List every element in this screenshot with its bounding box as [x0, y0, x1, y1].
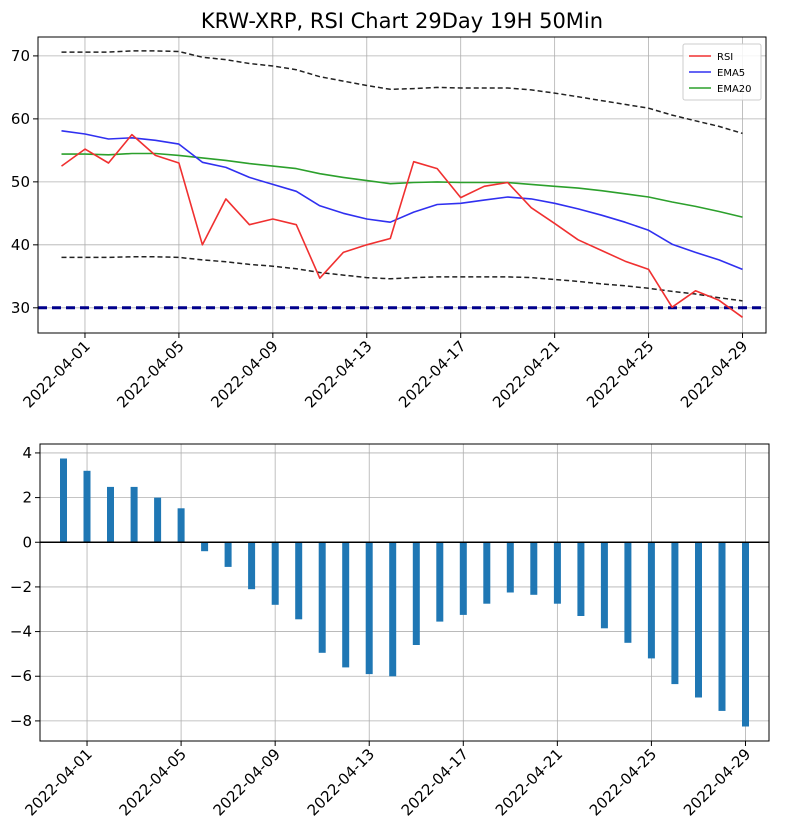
x-tick-label: 2022-04-09: [210, 745, 284, 819]
x-tick-label: 2022-04-13: [304, 745, 378, 819]
upper-band-line: [61, 50, 743, 135]
bar: [130, 486, 138, 543]
bar: [365, 542, 373, 675]
y-tick-label: 70: [11, 47, 30, 65]
x-tick-label: 2022-04-01: [19, 337, 93, 411]
bar: [271, 542, 279, 605]
bar: [506, 542, 514, 593]
bar: [83, 470, 91, 543]
x-tick-label: 2022-04-29: [680, 745, 754, 819]
x-tick-label: 2022-04-05: [113, 337, 187, 411]
bar: [154, 497, 162, 543]
bar: [553, 542, 561, 604]
diff-panel: 2022-04-01 2022-04-05 2022-04-09 2022-04-13…: [10, 443, 770, 819]
rsi-panel: 2022-04-01 2022-04-05 2022-04-09 2022-04-13…: [11, 36, 767, 411]
x-tick-label: 2022-04-17: [398, 745, 472, 819]
bar: [412, 542, 420, 645]
y-tick-label: −2: [10, 578, 32, 596]
bar: [224, 542, 232, 567]
y-tick-label: 4: [22, 444, 32, 462]
bar: [695, 542, 702, 698]
bottom-frame: [39, 443, 770, 742]
bar: [624, 542, 632, 643]
bar: [647, 542, 655, 659]
x-tick-label: 2022-04-29: [677, 337, 751, 411]
bar: [295, 542, 303, 620]
lower-band-line: [61, 256, 743, 302]
y-tick-label: 60: [11, 110, 30, 128]
legend-label-ema5: EMA5: [717, 68, 745, 79]
bar: [600, 542, 608, 629]
y-tick-label: 40: [11, 236, 30, 254]
bar: [530, 542, 538, 595]
y-tick-label: 30: [11, 299, 30, 317]
bar: [201, 542, 209, 552]
y-tick-label: −4: [10, 623, 32, 641]
series-line-ema20: [61, 152, 743, 218]
y-tick-label: 2: [22, 489, 32, 507]
y-tick-label: −8: [10, 712, 32, 730]
x-tick-label: 2022-04-25: [586, 745, 660, 819]
bar: [107, 486, 114, 543]
x-tick-label: 2022-04-13: [301, 337, 375, 411]
bar: [577, 542, 585, 616]
chart-title: KRW-XRP, RSI Chart 29Day 19H 50Min: [201, 9, 603, 33]
legend-label-rsi: RSI: [717, 52, 733, 63]
y-tick-label: 50: [11, 173, 30, 191]
x-tick-label: 2022-04-09: [207, 337, 281, 411]
top-frame: [37, 36, 767, 334]
y-tick-label: −6: [10, 667, 32, 685]
bar: [318, 542, 326, 653]
bar: [671, 542, 679, 685]
bottom-grid: [40, 444, 769, 741]
y-tick-label: 0: [22, 533, 32, 551]
bar: [436, 542, 444, 622]
x-tick-label: 2022-04-17: [395, 337, 469, 411]
bar: [177, 508, 185, 543]
legend-box: [682, 43, 762, 101]
x-tick-label: 2022-04-25: [583, 337, 657, 411]
bar: [483, 542, 491, 604]
series-line-rsi: [61, 133, 743, 318]
bar: [389, 542, 397, 677]
series-line-ema5: [61, 130, 743, 271]
x-tick-label: 2022-04-21: [492, 745, 566, 819]
bar: [248, 542, 256, 590]
bar: [60, 458, 67, 543]
x-tick-label: 2022-04-21: [489, 337, 563, 411]
legend: RSI EMA5 EMA20: [682, 43, 762, 101]
top-grid: [38, 37, 766, 333]
bar: [718, 542, 726, 711]
bar: [342, 542, 350, 668]
x-tick-label: 2022-04-01: [21, 745, 95, 819]
legend-label-ema20: EMA20: [717, 84, 752, 95]
bar: [742, 542, 749, 727]
bar: [459, 542, 467, 615]
x-tick-label: 2022-04-05: [116, 745, 190, 819]
